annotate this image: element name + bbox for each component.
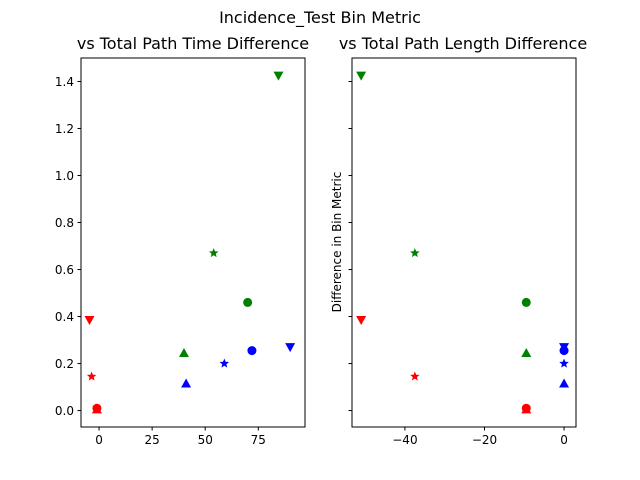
left-y-tick-label: 0.6 (55, 263, 74, 277)
left-point-blue-triangle-up (181, 378, 192, 388)
left-point-red-star (86, 371, 97, 381)
right-x-tick-label: 0 (560, 433, 568, 447)
left-point-green-triangle-up (178, 347, 189, 357)
right-point-red-triangle-up (521, 404, 532, 414)
right-point-green-triangle-down (356, 71, 367, 81)
left-x-tick-label: 75 (251, 433, 266, 447)
left-point-red-triangle-down (84, 316, 95, 326)
right-panel-marks (356, 71, 570, 414)
right-point-green-triangle-up (521, 347, 532, 357)
right-point-blue-triangle-down (559, 343, 570, 353)
left-y-tick-label: 0.2 (55, 357, 74, 371)
right-panel-ticks: −40 −20 0 (348, 81, 568, 447)
right-panel-y-axis-label: Difference in Bin Metric (330, 172, 344, 313)
right-point-red-star (410, 371, 420, 381)
left-x-tick-label: 0 (95, 433, 103, 447)
right-point-blue-triangle-up (559, 378, 570, 388)
left-y-tick-label: 0.0 (55, 404, 74, 418)
left-y-tick-label: 0.4 (55, 310, 74, 324)
right-panel: vs Total Path Length Difference Differen… (330, 34, 587, 447)
left-point-blue-circle (247, 346, 257, 356)
left-x-tick-label: 50 (198, 433, 213, 447)
figure-suptitle: Incidence_Test Bin Metric (219, 8, 421, 28)
left-point-blue-triangle-down (285, 343, 296, 353)
left-panel-title: vs Total Path Time Difference (77, 34, 309, 53)
right-panel-frame (351, 57, 577, 428)
left-panel-marks (84, 71, 296, 414)
right-x-tick-label: −40 (392, 433, 417, 447)
left-panel-ticks: 0 25 50 75 0.0 0.2 0.4 0.6 0.8 1.0 1.2 1.4 (55, 75, 266, 447)
left-point-blue-star (219, 358, 230, 368)
left-y-tick-label: 1.2 (55, 122, 74, 136)
left-y-tick-label: 0.8 (55, 216, 74, 230)
left-panel-frame (80, 57, 306, 428)
left-point-green-triangle-down (273, 71, 284, 81)
right-point-green-circle (521, 297, 531, 307)
left-y-tick-label: 1.0 (55, 169, 74, 183)
right-point-blue-star (559, 358, 569, 368)
left-point-green-circle (243, 297, 253, 307)
left-x-tick-label: 25 (144, 433, 159, 447)
right-point-green-star (410, 248, 420, 258)
right-x-tick-label: −20 (472, 433, 497, 447)
right-panel-title: vs Total Path Length Difference (339, 34, 587, 53)
left-panel: vs Total Path Time Difference 0 25 50 75 0.0… (55, 34, 309, 447)
left-point-green-star (208, 248, 219, 258)
left-point-red-triangle-up (91, 404, 102, 414)
left-y-tick-label: 1.4 (55, 75, 74, 89)
right-point-red-triangle-down (356, 316, 367, 326)
